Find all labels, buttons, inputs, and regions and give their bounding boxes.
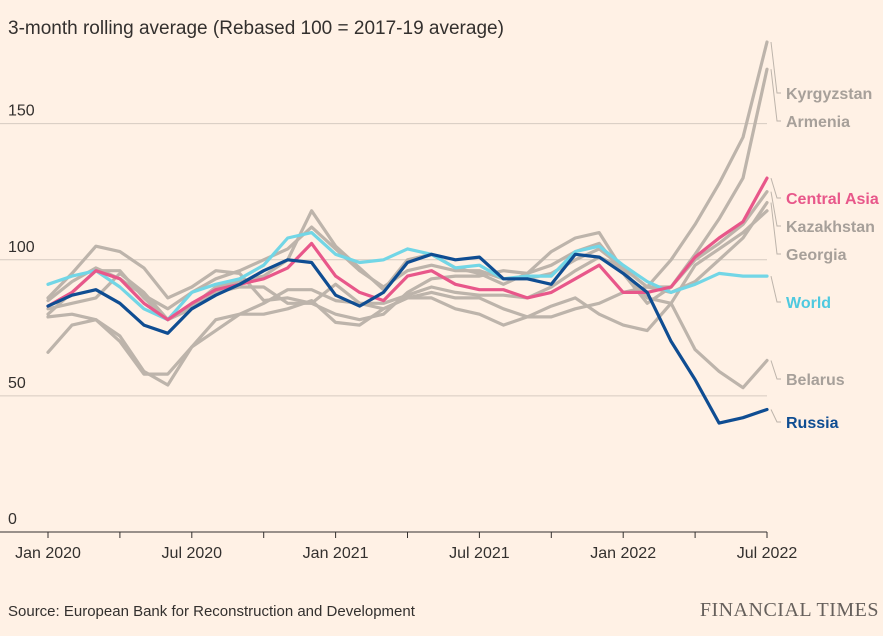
series-label-world: World bbox=[786, 295, 831, 312]
leader-line-russia bbox=[770, 409, 781, 423]
series-label-belarus: Belarus bbox=[786, 372, 845, 389]
leader-line-world bbox=[770, 275, 781, 303]
series-label-kyrgyzstan: Kyrgyzstan bbox=[786, 86, 872, 103]
y-tick-label: 50 bbox=[8, 375, 26, 392]
series-line-russia bbox=[46, 252, 769, 425]
ft-logo: FINANCIAL TIMES bbox=[699, 599, 879, 621]
series-labels: Kyrgyzstan Armenia Kazakhstan Georgia Belaru… bbox=[770, 41, 879, 432]
leader-line-kyrgyzstan bbox=[770, 41, 781, 94]
chart-subtitle: 3-month rolling average (Rebased 100 = 2… bbox=[8, 18, 504, 39]
x-tick-label: Jul 2021 bbox=[449, 545, 510, 562]
source-note: Source: European Bank for Reconstruction… bbox=[8, 603, 415, 620]
x-tick-label: Jul 2020 bbox=[162, 545, 223, 562]
series-label-russia: Russia bbox=[786, 415, 839, 432]
series-label-central-asia: Central Asia bbox=[786, 191, 879, 208]
line-chart: 0 50 100 150 Jan 2020 Jul 2020 Jan 2021 Jul 20… bbox=[0, 40, 879, 562]
leader-line-georgia bbox=[770, 202, 781, 255]
x-tick-label: Jan 2022 bbox=[590, 545, 656, 562]
x-tick-label: Jan 2020 bbox=[15, 545, 81, 562]
leader-line-kazakhstan bbox=[770, 191, 781, 227]
y-tick-label: 100 bbox=[8, 239, 35, 256]
series-label-armenia: Armenia bbox=[786, 114, 850, 131]
series-label-georgia: Georgia bbox=[786, 247, 847, 264]
x-axis: Jan 2020 Jul 2020 Jan 2021 Jul 2021 Jan 2022… bbox=[0, 531, 798, 562]
series-line-georgia bbox=[46, 201, 769, 387]
leader-line-belarus bbox=[770, 360, 781, 380]
x-tick-label: Jul 2022 bbox=[737, 545, 798, 562]
series-label-kazakhstan: Kazakhstan bbox=[786, 219, 875, 236]
x-tick-label: Jan 2021 bbox=[303, 545, 369, 562]
y-tick-label: 0 bbox=[8, 511, 17, 528]
y-tick-label: 150 bbox=[8, 103, 35, 120]
leader-line-armenia bbox=[770, 69, 781, 122]
series-lines bbox=[46, 40, 769, 425]
leader-line-central-asia bbox=[770, 177, 781, 199]
series-line-belarus bbox=[46, 296, 769, 390]
